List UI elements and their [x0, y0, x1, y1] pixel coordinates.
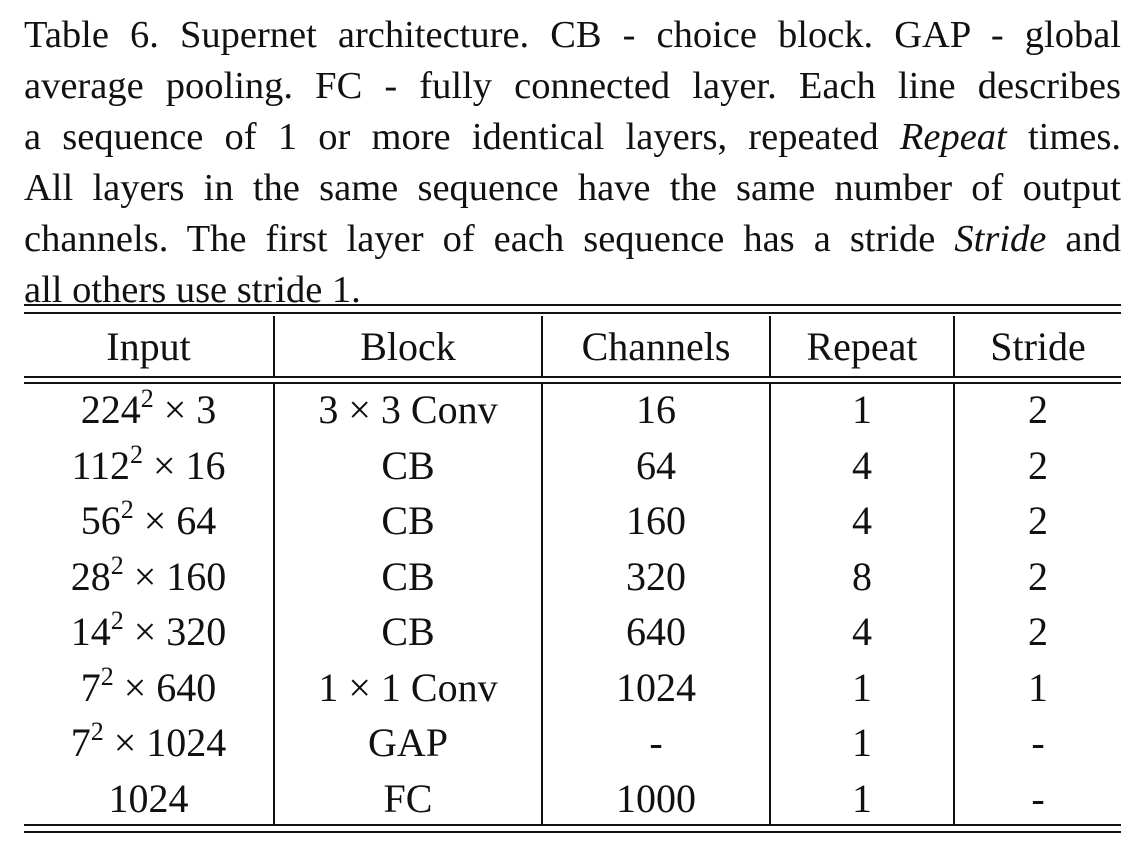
caption-text: a sequence of 1 or more identical layers… — [24, 116, 900, 158]
cell-input: 1122 × 16 — [24, 437, 275, 493]
cell-stride: 2 — [1028, 553, 1048, 599]
caption-text: times. — [1006, 116, 1121, 158]
cell-repeat: 4 — [770, 437, 955, 493]
input-dims: × 3 — [153, 387, 217, 433]
cell-input: 2242 × 3 — [24, 382, 275, 438]
cell-stride: 2 — [1028, 498, 1048, 544]
cell-input: 72 × 640 — [24, 659, 275, 715]
table-row: 72 × 640 1 × 1 Conv 1024 1 1 — [24, 659, 1121, 715]
header-repeat: Repeat — [770, 316, 955, 378]
table-row: 562 × 64 CB 160 4 2 — [24, 493, 1121, 549]
cell-stride: - — [1031, 775, 1045, 821]
table-row: 1122 × 16 CB 64 4 2 — [24, 437, 1121, 493]
caption-line-3: a sequence of 1 or more identical layers… — [24, 112, 1121, 163]
header-stride: Stride — [990, 324, 1086, 369]
input-base: 56 — [80, 498, 121, 544]
input-base: 7 — [80, 664, 101, 710]
input-base: 224 — [80, 387, 141, 433]
input-base: 1024 — [108, 775, 189, 821]
cell-stride: 2 — [1028, 609, 1048, 655]
table-row: 72 × 1024 GAP -1- — [24, 715, 1121, 771]
cell-stride: - — [1031, 720, 1045, 766]
cell-block: CB — [274, 437, 543, 493]
cell-block: 3 × 3 Conv — [274, 382, 543, 438]
input-dims: × 640 — [113, 664, 217, 710]
cell-channels: - — [542, 715, 771, 771]
table-header: Input Block Channels Repeat Stride — [24, 316, 1121, 378]
cell-channels: 16 — [542, 382, 771, 438]
cell-block: CB — [274, 493, 543, 549]
cell-input: 142 × 320 — [24, 604, 275, 660]
cell-repeat: 1 — [770, 715, 955, 771]
cell-stride: 1 — [1028, 664, 1048, 710]
caption-text: channels. The first layer of each sequen… — [24, 218, 955, 260]
cell-repeat: 1 — [770, 382, 955, 438]
header-channels: Channels — [542, 316, 771, 378]
cell-stride: 2 — [1028, 442, 1048, 488]
input-base: 28 — [70, 553, 111, 599]
input-exponent: 2 — [110, 550, 124, 580]
cell-repeat: 4 — [770, 604, 955, 660]
input-exponent: 2 — [90, 717, 104, 747]
cell-repeat: 1 — [770, 770, 955, 826]
table-row: 142 × 320 CB 640 4 2 — [24, 604, 1121, 660]
bottom-rule-1 — [24, 824, 1121, 826]
top-rule-1 — [24, 304, 1121, 306]
caption-line-1: Table 6. Supernet architecture. CB - cho… — [24, 14, 1121, 56]
input-exponent: 2 — [129, 439, 143, 469]
table-caption: Table 6. Supernet architecture. CB - cho… — [24, 10, 1121, 316]
caption-line-4: All layers in the same sequence have the… — [24, 167, 1121, 209]
cell-block: GAP — [274, 715, 543, 771]
caption-emphasis-stride: Stride — [954, 218, 1047, 260]
cell-block: CB — [274, 604, 543, 660]
cell-channels: 640 — [542, 604, 771, 660]
cell-channels: 320 — [542, 548, 771, 604]
input-exponent: 2 — [120, 495, 134, 525]
input-exponent: 2 — [140, 384, 154, 414]
top-rule-2 — [24, 312, 1121, 314]
cell-stride: 2 — [1028, 387, 1048, 433]
input-exponent: 2 — [110, 606, 124, 636]
cell-input: 282 × 160 — [24, 548, 275, 604]
cell-channels: 64 — [542, 437, 771, 493]
header-input: Input — [24, 316, 275, 378]
input-dims: × 320 — [123, 609, 227, 655]
input-base: 7 — [70, 720, 91, 766]
input-dims: × 160 — [123, 553, 227, 599]
input-base: 112 — [71, 442, 130, 488]
caption-line-6: all others use stride 1. — [24, 269, 361, 311]
header-block: Block — [274, 316, 543, 378]
cell-repeat: 1 — [770, 659, 955, 715]
header-rule-1 — [24, 376, 1121, 378]
input-exponent: 2 — [100, 661, 114, 691]
cell-input: 1024 — [24, 770, 275, 826]
cell-channels: 160 — [542, 493, 771, 549]
header-row: Input Block Channels Repeat Stride — [24, 316, 1121, 378]
table-row: 1024 FC 1000 1 - — [24, 770, 1121, 826]
cell-channels: 1000 — [542, 770, 771, 826]
cell-repeat: 8 — [770, 548, 955, 604]
caption-line-2: average pooling. FC - fully connected la… — [24, 65, 1121, 107]
caption-emphasis-repeat: Repeat — [899, 116, 1007, 158]
bottom-rule-2 — [24, 831, 1121, 833]
cell-block: 1 × 1 Conv — [274, 659, 543, 715]
caption-line-5: channels. The first layer of each sequen… — [24, 214, 1121, 265]
input-dims: × 1024 — [103, 720, 227, 766]
cell-repeat: 4 — [770, 493, 955, 549]
input-dims: × 16 — [142, 442, 226, 488]
caption-text: and — [1046, 218, 1121, 260]
input-dims: × 64 — [133, 498, 217, 544]
table-row: 282 × 160 CB 320 8 2 — [24, 548, 1121, 604]
input-base: 14 — [70, 609, 111, 655]
cell-input: 72 × 1024 — [24, 715, 275, 771]
cell-channels: 1024 — [542, 659, 771, 715]
cell-input: 562 × 64 — [24, 493, 275, 549]
cell-block: FC — [274, 770, 543, 826]
cell-block: CB — [274, 548, 543, 604]
